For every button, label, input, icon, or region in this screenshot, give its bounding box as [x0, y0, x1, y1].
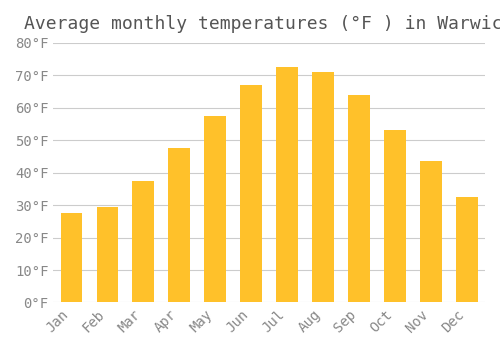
Bar — [240, 85, 262, 302]
Bar — [456, 197, 478, 302]
Bar — [420, 161, 442, 302]
Bar — [204, 116, 226, 302]
Bar — [132, 181, 154, 302]
Bar — [96, 207, 118, 302]
Title: Average monthly temperatures (°F ) in Warwick: Average monthly temperatures (°F ) in Wa… — [24, 15, 500, 33]
Bar — [276, 67, 298, 302]
Bar — [312, 72, 334, 302]
Bar — [348, 95, 370, 302]
Bar — [168, 148, 190, 302]
Bar — [60, 213, 82, 302]
Bar — [384, 131, 406, 302]
